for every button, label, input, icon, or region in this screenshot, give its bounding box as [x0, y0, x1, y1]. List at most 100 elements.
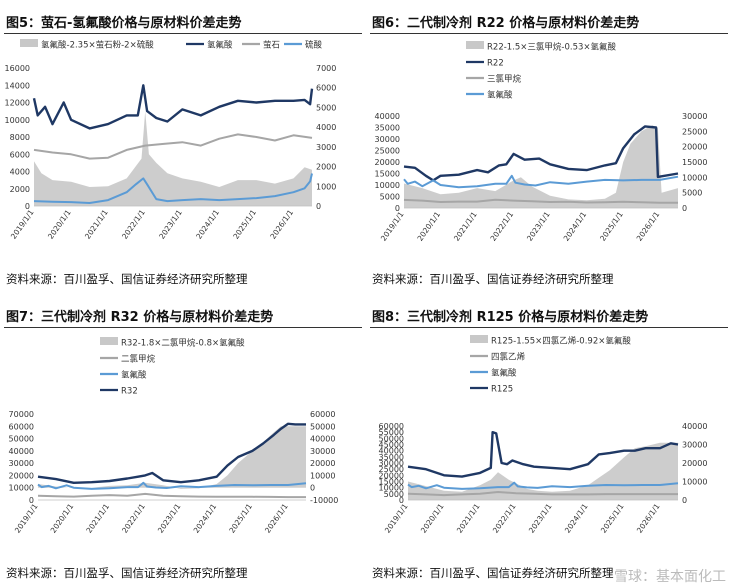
y-tick-label: 14000 — [5, 81, 30, 90]
x-tick-label: 2025/1/1 — [227, 502, 254, 535]
x-tick-label: 2026/1/1 — [263, 502, 290, 535]
y2-tick-label: 25000 — [682, 127, 707, 136]
legend-label: R22-1.5×三氯甲烷-0.53×氢氟酸 — [487, 42, 617, 53]
y-tick-label: 0 — [395, 204, 400, 213]
source-note: 资料来源：百川盈孚、国信证券经济研究所整理 — [372, 566, 614, 580]
x-tick-label: 2025/1/1 — [599, 502, 626, 535]
legend-label: 四氯乙烯 — [491, 352, 526, 363]
y-tick-label: 10000 — [379, 484, 404, 493]
chart-title: 图7：三代制冷剂 R32 价格与原材料价差走势 — [6, 310, 274, 325]
y2-tick-label: 1000 — [316, 182, 336, 191]
legend-item: R22 — [466, 59, 504, 69]
series-line — [37, 492, 306, 499]
legend-item: 二氯甲烷 — [100, 354, 156, 365]
series-line — [407, 481, 679, 490]
y-tick-label: 12000 — [5, 99, 30, 108]
x-tick-label: 2021/1/1 — [455, 502, 482, 535]
x-tick-label: 2022/1/1 — [120, 208, 147, 241]
title-divider — [370, 327, 728, 328]
legend-swatch-area — [100, 337, 118, 345]
y-tick-label: 0 — [29, 496, 34, 505]
y2-tick-label: 15000 — [682, 158, 707, 167]
x-tick-label: 2024/1/1 — [192, 502, 219, 535]
y2-tick-label: 50000 — [310, 422, 335, 431]
y2-tick-label: 2000 — [316, 163, 336, 172]
right-axis: -10000 0 10000 20000 30000 40000 50000 60000 — [310, 410, 338, 505]
y2-tick-label: 3000 — [316, 143, 336, 152]
legend-label: R125-1.55×四氯乙烯-0.92×氢氟酸 — [491, 336, 631, 347]
x-axis: 2019/1/1 2020/1/1 2021/1/1 2022/1/1 2023/1/1… — [9, 205, 312, 241]
y-tick-label: 35000 — [375, 124, 400, 133]
x-tick-label: 2023/1/1 — [527, 502, 554, 535]
y2-tick-label: 0 — [682, 496, 687, 505]
series-line — [33, 133, 313, 160]
y2-tick-label: 30000 — [682, 441, 707, 450]
chart-fig8: R125-1.55×四氯乙烯-0.92×氢氟酸四氯乙烯氢氟酸R125050001… — [379, 335, 707, 535]
legend-label: 氢氟酸-2.35×萤石粉-2×硫酸 — [41, 40, 154, 51]
y-tick-label: 20000 — [9, 471, 34, 480]
y-tick-label: 55000 — [379, 428, 404, 437]
x-tick-label: 2026/1/1 — [268, 208, 295, 241]
y-tick-label: 50000 — [379, 434, 404, 443]
x-tick-label: 2020/1/1 — [46, 208, 73, 241]
plot-area — [37, 422, 307, 499]
x-tick-label: 2019/1/1 — [13, 502, 40, 535]
y2-tick-label: 30000 — [682, 112, 707, 121]
series-area — [34, 111, 312, 206]
series-line — [403, 174, 679, 189]
series-line — [32, 84, 314, 130]
y2-tick-label: 60000 — [310, 410, 335, 419]
y-tick-label: 0 — [25, 202, 30, 211]
legend-item: 氢氟酸-2.35×萤石粉-2×硫酸 — [20, 39, 154, 51]
y2-tick-label: 5000 — [316, 103, 336, 112]
series-line — [407, 430, 679, 478]
y-tick-label: 4000 — [10, 168, 30, 177]
series-line — [403, 198, 678, 204]
y-tick-label: 30000 — [9, 459, 34, 468]
y-tick-label: 25000 — [379, 465, 404, 474]
x-tick-label: 2022/1/1 — [489, 210, 516, 243]
legend-item: R125 — [470, 385, 513, 395]
y-tick-label: 60000 — [9, 422, 34, 431]
legend-label: 氢氟酸 — [207, 40, 233, 51]
y-tick-label: 20000 — [375, 158, 400, 167]
legend-item: R125-1.55×四氯乙烯-0.92×氢氟酸 — [470, 335, 631, 347]
legend-label: 氢氟酸 — [487, 90, 513, 101]
y-tick-label: 0 — [399, 496, 404, 505]
y2-tick-label: 20000 — [310, 459, 335, 468]
x-axis: 2019/1/1 2020/1/1 2021/1/1 2022/1/1 2023/1/1… — [379, 207, 678, 243]
legend-label: R32 — [121, 387, 138, 397]
right-axis: 0 1000 2000 3000 4000 5000 6000 7000 — [316, 64, 336, 211]
legend-item: 氢氟酸 — [186, 40, 233, 51]
y-tick-label: 20000 — [379, 471, 404, 480]
legend-item: 氢氟酸 — [466, 90, 513, 101]
y-tick-label: 8000 — [10, 133, 30, 142]
left-axis: 0 5000 10000 15000 20000 25000 30000 35000 40000 — [375, 112, 400, 213]
x-tick-label: 2021/1/1 — [83, 208, 110, 241]
y-tick-label: 6000 — [10, 150, 30, 159]
legend-item: 四氯乙烯 — [470, 352, 526, 363]
x-tick-label: 2023/1/1 — [157, 208, 184, 241]
chart-title: 图6：二代制冷剂 R22 价格与原材料价差走势 — [372, 16, 640, 31]
y2-tick-label: 0 — [682, 204, 687, 213]
y-tick-label: 5000 — [384, 490, 404, 499]
legend-item: R22-1.5×三氯甲烷-0.53×氢氟酸 — [466, 41, 617, 53]
title-divider — [4, 33, 362, 34]
x-axis: 2019/1/1 2020/1/1 2021/1/1 2022/1/1 2023/1/1… — [13, 499, 306, 535]
y2-tick-label: 6000 — [316, 84, 336, 93]
legend-label: 硫酸 — [305, 40, 323, 51]
y2-tick-label: 10000 — [682, 478, 707, 487]
y2-tick-label: 4000 — [316, 123, 336, 132]
series-line — [37, 422, 306, 485]
legend-label: R22 — [487, 59, 504, 69]
right-axis: 0 10000 20000 30000 40000 — [682, 422, 707, 505]
legend-label: 氢氟酸 — [491, 368, 517, 379]
x-tick-label: 2020/1/1 — [49, 502, 76, 535]
x-tick-label: 2025/1/1 — [598, 210, 625, 243]
x-tick-label: 2020/1/1 — [415, 210, 442, 243]
source-note: 资料来源：百川盈孚、国信证券经济研究所整理 — [372, 272, 614, 286]
x-tick-label: 2019/1/1 — [379, 210, 406, 243]
